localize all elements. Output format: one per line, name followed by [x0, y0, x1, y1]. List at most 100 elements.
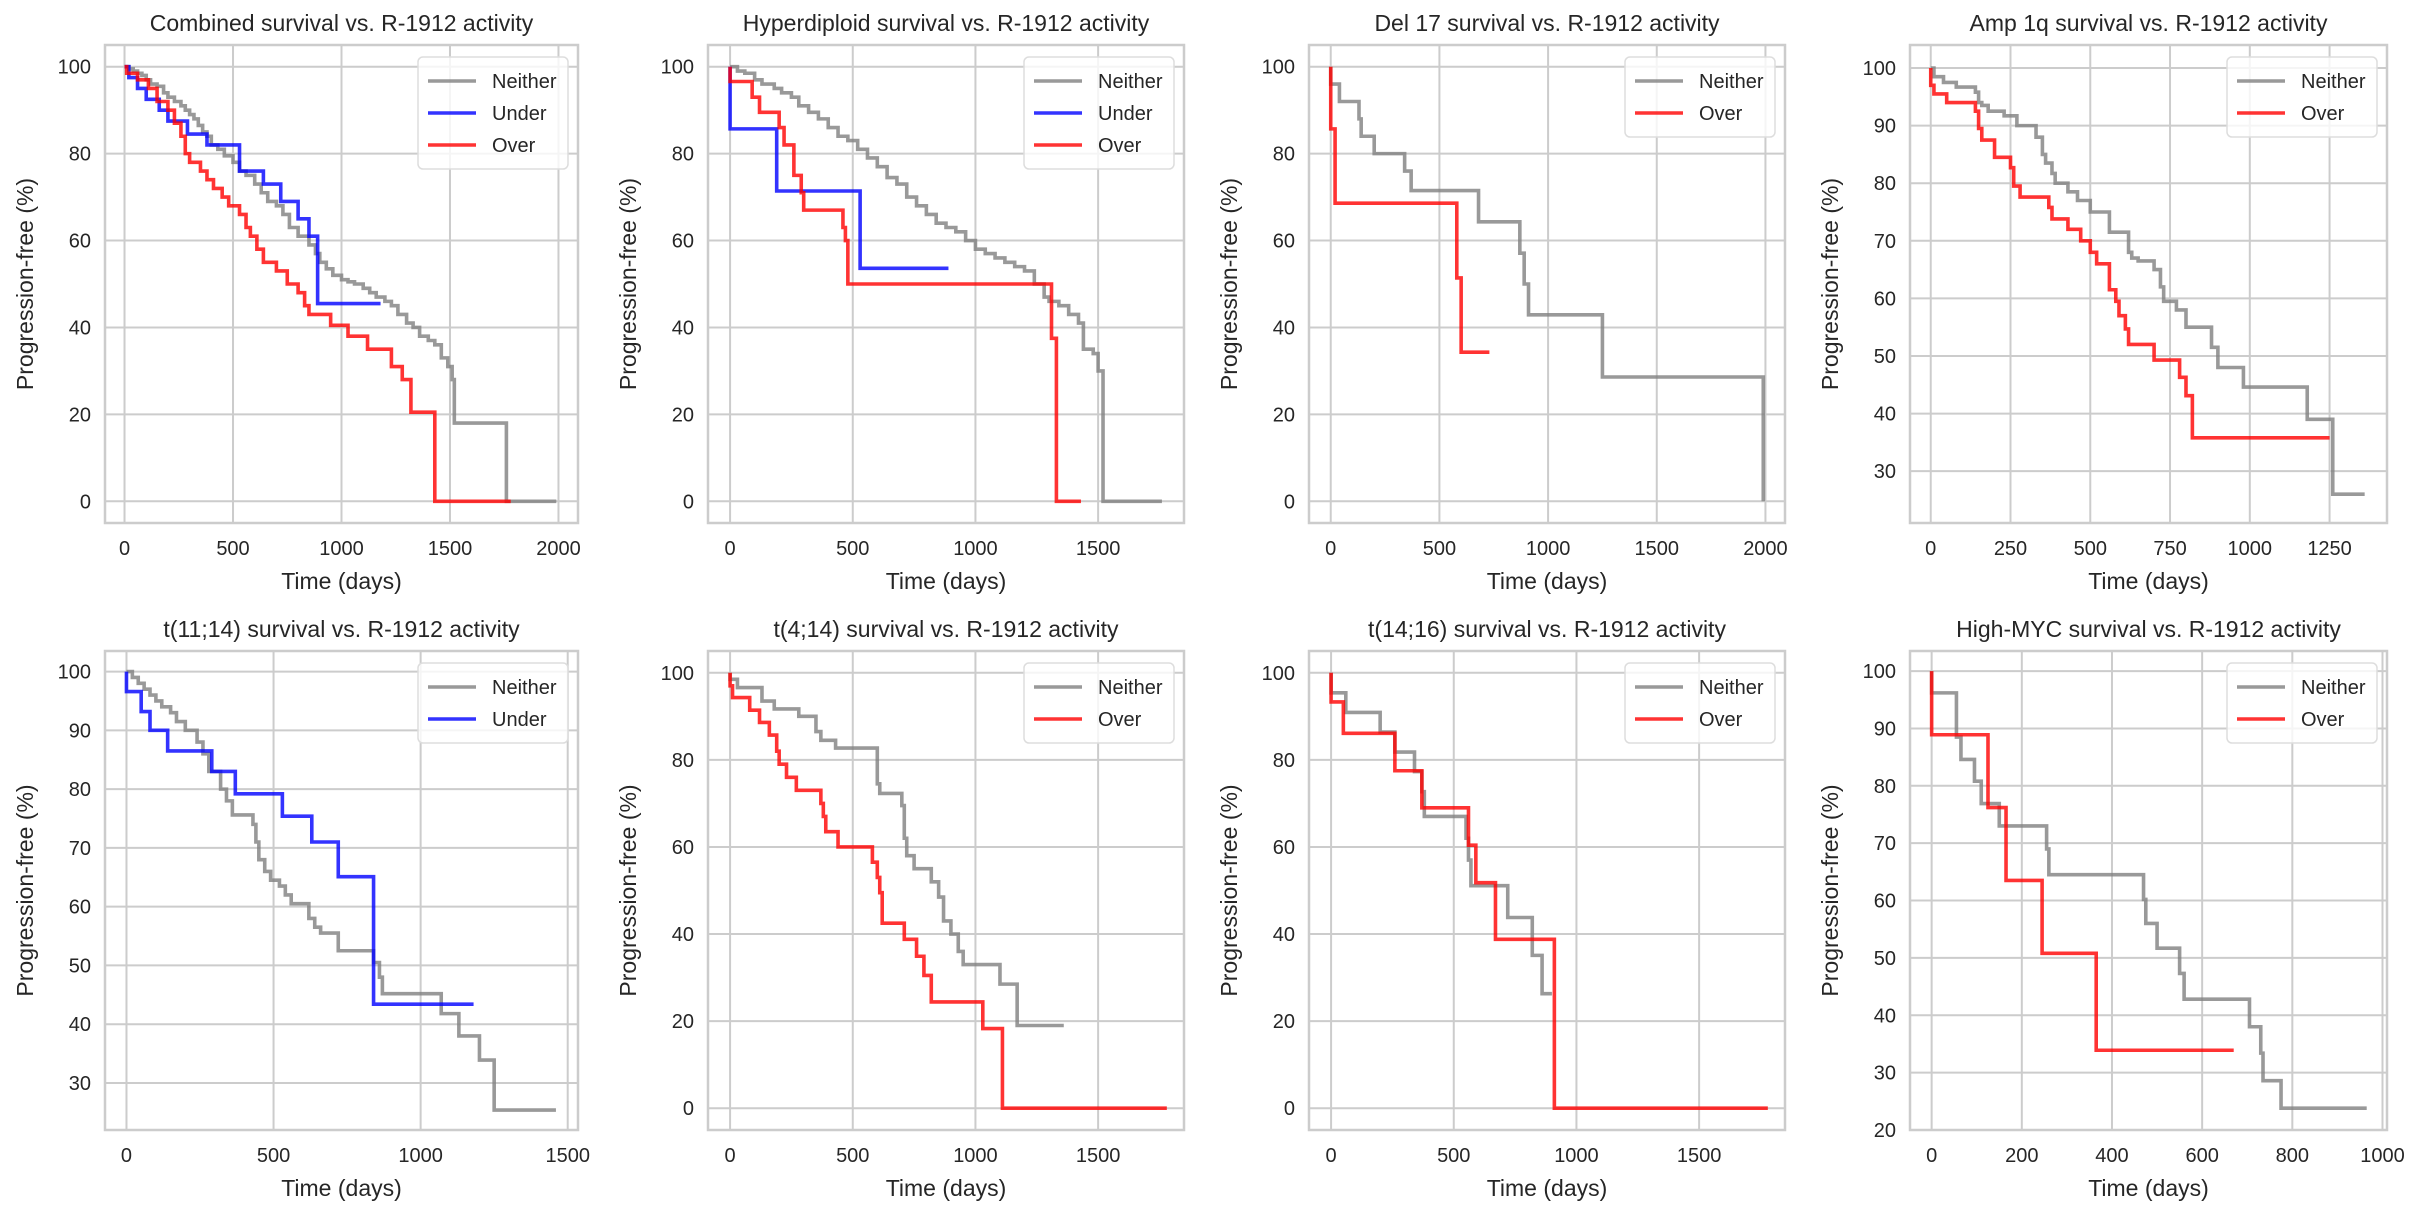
legend-box — [1624, 662, 1776, 744]
x-tick-label: 1000 — [2360, 1145, 2405, 1167]
x-tick-label: 1000 — [1526, 538, 1571, 560]
y-tick-label: 100 — [1863, 58, 1896, 80]
legend: Neither Over — [1624, 662, 1776, 744]
y-tick-label: 100 — [661, 57, 694, 79]
y-tick-label: 100 — [1262, 57, 1295, 79]
y-tick-label: 40 — [672, 317, 694, 339]
x-tick-label: 1500 — [1076, 538, 1121, 560]
y-tick-label: 0 — [1284, 491, 1295, 513]
x-axis-label: Time (days) — [281, 568, 402, 594]
x-tick-label: 0 — [1925, 538, 1936, 560]
chart-title: t(14;16) survival vs. R-1912 activity — [1368, 616, 1726, 642]
y-tick-label: 0 — [683, 491, 694, 513]
y-tick-label: 60 — [1874, 288, 1896, 310]
y-tick-label: 50 — [1874, 948, 1896, 970]
legend-label: Over — [492, 135, 536, 157]
legend: Neither Over — [2226, 56, 2378, 138]
chart-7: t(14;16) survival vs. R-1912 activity 0 50… — [1216, 616, 1787, 1201]
axes-frame — [1908, 43, 2389, 525]
series-line-neither — [126, 669, 556, 1112]
chart-8: High-MYC survival vs. R-1912 activity 0 20… — [1817, 616, 2405, 1201]
y-tick-label: 100 — [1863, 661, 1896, 683]
y-tick-label: 50 — [69, 955, 91, 977]
legend-label: Under — [492, 103, 547, 125]
x-axis-label: Time (days) — [2088, 1175, 2209, 1201]
legend-box — [2226, 56, 2378, 138]
x-tick-label: 500 — [1437, 1145, 1470, 1167]
series-line-over — [1329, 672, 1768, 1111]
legend-label: Over — [1699, 709, 1743, 731]
y-axis-label: Progression-free (%) — [12, 784, 38, 996]
x-tick-label: 2000 — [536, 538, 581, 560]
chart-6: t(4;14) survival vs. R-1912 activity 0 500… — [615, 616, 1186, 1201]
legend: Neither Over — [1023, 662, 1175, 744]
x-tick-label: 600 — [2185, 1145, 2218, 1167]
x-tick-label: 400 — [2095, 1145, 2128, 1167]
y-tick-label: 90 — [1874, 116, 1896, 138]
series-line-over — [1328, 66, 1490, 355]
x-tick-label: 500 — [2074, 538, 2107, 560]
y-tick-label: 30 — [1874, 1063, 1896, 1085]
legend-box — [417, 662, 569, 744]
x-tick-label: 0 — [119, 538, 130, 560]
x-tick-label: 1500 — [1635, 538, 1680, 560]
series-line-under — [124, 671, 474, 1007]
y-tick-label: 0 — [1284, 1098, 1295, 1120]
y-tick-label: 60 — [1273, 231, 1295, 253]
series-line-neither — [730, 64, 1162, 504]
y-tick-label: 60 — [672, 231, 694, 253]
x-tick-label: 1000 — [953, 538, 998, 560]
y-tick-label: 80 — [1874, 776, 1896, 798]
y-tick-label: 60 — [1874, 891, 1896, 913]
legend-label: Over — [1098, 709, 1142, 731]
x-tick-label: 0 — [725, 1145, 736, 1167]
chart-title: t(11;14) survival vs. R-1912 activity — [163, 616, 520, 642]
legend-label: Neither — [1699, 71, 1764, 93]
x-tick-label: 1000 — [2228, 538, 2273, 560]
series-line-neither — [1929, 671, 2367, 1110]
x-tick-label: 800 — [2276, 1145, 2309, 1167]
series-line-over — [1928, 68, 2330, 440]
x-tick-label: 1500 — [1677, 1145, 1722, 1167]
y-tick-label: 100 — [58, 662, 91, 684]
y-tick-label: 30 — [1874, 461, 1896, 483]
axes-frame — [706, 649, 1186, 1132]
legend-box — [417, 56, 569, 170]
y-tick-label: 90 — [1874, 718, 1896, 740]
y-tick-label: 50 — [1874, 346, 1896, 368]
series-line-neither — [1329, 672, 1552, 996]
chart-3: Del 17 survival vs. R-1912 activity 0 500 1… — [1216, 10, 1788, 594]
chart-title: t(4;14) survival vs. R-1912 activity — [773, 616, 1119, 642]
x-tick-label: 1500 — [428, 538, 473, 560]
legend-box — [1624, 56, 1776, 138]
x-tick-label: 0 — [1325, 538, 1336, 560]
series-line-under — [124, 64, 381, 306]
y-tick-label: 80 — [672, 144, 694, 166]
x-axis-label: Time (days) — [886, 568, 1007, 594]
y-tick-label: 70 — [69, 838, 91, 860]
x-tick-label: 500 — [836, 538, 869, 560]
legend: Neither Under — [417, 662, 569, 744]
chart-5: t(11;14) survival vs. R-1912 activity 0 50… — [12, 616, 590, 1201]
x-axis-label: Time (days) — [1487, 1175, 1608, 1201]
y-tick-label: 80 — [69, 779, 91, 801]
y-axis-label: Progression-free (%) — [1216, 784, 1242, 996]
y-tick-label: 100 — [58, 57, 91, 79]
y-tick-label: 60 — [69, 231, 91, 253]
y-tick-label: 80 — [672, 750, 694, 772]
y-tick-label: 80 — [1273, 144, 1295, 166]
chart-title: Del 17 survival vs. R-1912 activity — [1374, 10, 1720, 36]
x-tick-label: 0 — [725, 538, 736, 560]
legend-label: Neither — [1699, 677, 1764, 699]
chart-4: Amp 1q survival vs. R-1912 activity 0 250 5… — [1817, 10, 2389, 594]
y-tick-label: 60 — [69, 897, 91, 919]
y-tick-label: 70 — [1874, 833, 1896, 855]
x-tick-label: 750 — [2153, 538, 2186, 560]
y-tick-label: 30 — [69, 1073, 91, 1095]
y-tick-label: 40 — [69, 317, 91, 339]
x-tick-label: 1000 — [319, 538, 364, 560]
x-tick-label: 2000 — [1743, 538, 1788, 560]
x-tick-label: 1500 — [1076, 1145, 1121, 1167]
y-tick-label: 0 — [80, 491, 91, 513]
